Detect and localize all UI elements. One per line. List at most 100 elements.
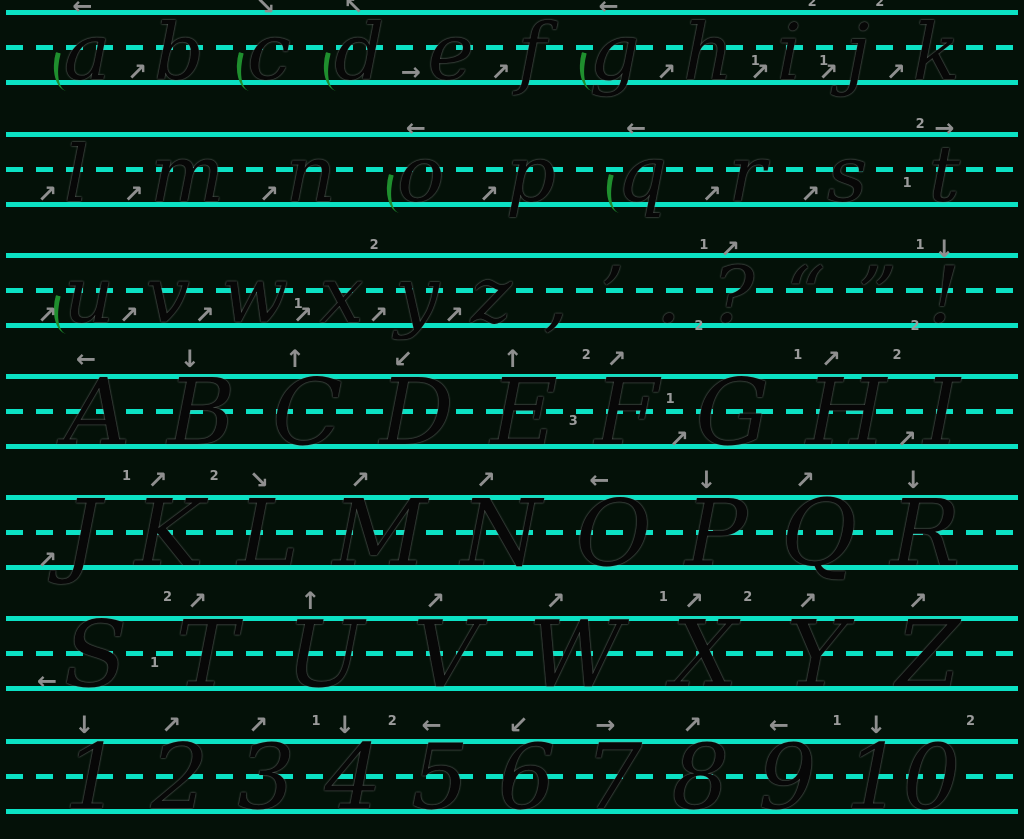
stroke-direction-arrow-icon: ↓: [179, 345, 200, 373]
stroke-direction-arrow-icon: ↗: [818, 58, 839, 86]
stroke-direction-arrow-icon: ↗: [794, 466, 815, 494]
guide-line-bottom: [6, 323, 1018, 328]
glyph-char: 10: [845, 725, 960, 830]
glyph-cap-v: V ↗: [413, 589, 479, 701]
row-lowercase-l-t: l ↗ m ↗ n ↗ o ← p ↗ q ← r ↗ s ↗ t → 1 2: [0, 116, 1024, 232]
glyph-r: r ↗: [701, 136, 765, 214]
glyph-cap-h: H ↗ 1 2: [793, 347, 901, 459]
stroke-direction-arrow-icon: ↗: [797, 587, 818, 615]
guide-line-bottom: [6, 565, 1018, 570]
stroke-direction-arrow-icon: ↗: [147, 466, 168, 494]
stroke-direction-arrow-icon: ↗: [701, 180, 722, 208]
stroke-direction-arrow-icon: →: [595, 711, 616, 739]
stroke-direction-arrow-icon: ↗: [478, 180, 499, 208]
glyph-char: 7: [584, 725, 643, 830]
glyph-y: y ↗: [368, 257, 439, 335]
row-uppercase-S-Z: S ← T ↗ 2 1 U ↑ V ↗ W ↗ X ↗ 1 2 Y ↗ Z ↗: [0, 589, 1024, 716]
glyph-exclamation-mark: ! ↓ 1 2: [910, 237, 959, 335]
glyph-char: 3: [237, 725, 295, 830]
glyph-cap-n: N ↗: [461, 468, 542, 580]
glyph-char: G: [695, 359, 770, 466]
guide-line-bottom: [6, 80, 1018, 85]
stroke-order-number: 1: [819, 53, 829, 69]
stroke-order-number: 1: [658, 590, 668, 605]
glyph-g: g ←: [572, 0, 640, 92]
stroke-direction-arrow-icon: ↗: [820, 345, 841, 373]
glyph-char: ”: [857, 251, 897, 341]
guide-line-top: [6, 739, 1018, 744]
glyph-cap-l: L ↘: [238, 468, 299, 580]
glyph-char: E: [490, 359, 558, 466]
row-uppercase-J-R: J ↗ K ↗ 1 2 L ↘ M ↗ N ↗ O ← P ↓ Q ↗ R ↓: [0, 468, 1024, 595]
glyph-char: i: [776, 8, 802, 98]
guide-line-bottom: [6, 202, 1018, 207]
glyph-a: a ←: [46, 0, 111, 92]
stroke-direction-arrow-icon: ↗: [475, 466, 496, 494]
stroke-direction-arrow-icon: ↗: [194, 301, 215, 329]
guide-line-middle: [6, 530, 1018, 535]
stroke-direction-arrow-icon: ↗: [258, 180, 279, 208]
stroke-direction-arrow-icon: ↗: [37, 301, 58, 329]
glyph-c: c ↘: [230, 0, 291, 92]
stroke-direction-arrow-icon: ↘: [255, 0, 276, 20]
glyph-u: u ↗: [37, 257, 114, 335]
glyph-char: K: [134, 480, 204, 587]
stroke-direction-arrow-icon: ↗: [907, 587, 928, 615]
glyph-char: N: [461, 480, 542, 587]
glyph-char: Q: [781, 480, 857, 587]
glyph-k: k ↗: [886, 14, 960, 92]
stroke-direction-arrow-icon: ↘: [248, 466, 269, 494]
glyph-e: e →: [401, 14, 474, 92]
stroke-direction-arrow-icon: ↗: [668, 425, 689, 453]
glyph-char: U: [286, 601, 364, 708]
stroke-direction-arrow-icon: ↗: [896, 425, 917, 453]
glyph-char: t: [928, 130, 960, 220]
glyph-char: c: [247, 8, 291, 98]
stroke-order-number: 2: [387, 714, 397, 729]
glyph-s: s ↗: [800, 136, 867, 214]
stroke-direction-arrow-icon: ←: [626, 114, 647, 142]
glyph-char: n: [285, 130, 336, 220]
glyph-row: a ← b ↗ c ↘ d ↖ e → f ↗ g ← h ↗ i ↗ 1 2 j ↗ 1 2 k ↗: [46, 0, 960, 92]
stroke-direction-arrow-icon: ↗: [749, 58, 770, 86]
glyph-n: n ↗: [259, 136, 336, 214]
glyph-char: I: [923, 359, 960, 466]
row-lowercase-a-k: a ← b ↗ c ↘ d ↖ e → f ↗ g ← h ↗ i ↗ 1 2 j ↗ 1 2 k ↗: [0, 0, 1024, 110]
glyph-m: m ↗: [123, 136, 224, 214]
glyph-number-10: 10 ↓ 1 2: [832, 713, 975, 823]
stroke-direction-arrow-icon: ↖: [343, 0, 364, 20]
stroke-order-number: 1: [915, 238, 925, 253]
glyph-period: .: [656, 257, 681, 335]
glyph-digit-7: 7 →: [585, 713, 642, 823]
glyph-char: R: [890, 480, 960, 587]
glyph-f: f ↗: [490, 14, 546, 92]
glyph-row: J ↗ K ↗ 1 2 L ↘ M ↗ N ↗ O ← P ↓ Q ↗ R ↓: [37, 468, 960, 580]
stroke-order-number: 2: [163, 590, 173, 605]
stroke-direction-arrow-icon: ↗: [800, 180, 821, 208]
stroke-order-number: 2: [915, 117, 925, 132]
glyph-char: J: [64, 480, 101, 587]
glyph-char: g: [589, 8, 640, 98]
glyph-j: j ↗ 1 2: [818, 0, 884, 92]
glyph-cap-i: I ↗: [897, 367, 960, 459]
glyph-char: d: [334, 8, 385, 98]
guide-line-middle: [6, 45, 1018, 50]
glyph-cap-w: W ↗: [528, 589, 623, 701]
stroke-order-number: 3: [568, 413, 578, 429]
glyph-h: h ↗: [656, 14, 733, 92]
stroke-direction-arrow-icon: ↗: [118, 301, 139, 329]
stroke-direction-arrow-icon: ↗: [292, 301, 313, 329]
stroke-order-number: 2: [875, 0, 885, 10]
glyph-char: y: [395, 251, 440, 341]
glyph-char: z: [470, 251, 512, 341]
glyph-char: 8: [671, 725, 730, 830]
guide-line-top: [6, 253, 1018, 258]
glyph-o: o ←: [380, 116, 444, 214]
glyph-char: F: [594, 359, 659, 466]
glyph-b: b ↗: [127, 14, 204, 92]
glyph-digit-2: 2 ↗: [151, 713, 208, 823]
glyph-char: b: [153, 8, 204, 98]
glyph-char: u: [64, 251, 115, 341]
stroke-direction-arrow-icon: ↙: [392, 345, 414, 373]
stroke-direction-arrow-icon: ↗: [37, 180, 58, 208]
